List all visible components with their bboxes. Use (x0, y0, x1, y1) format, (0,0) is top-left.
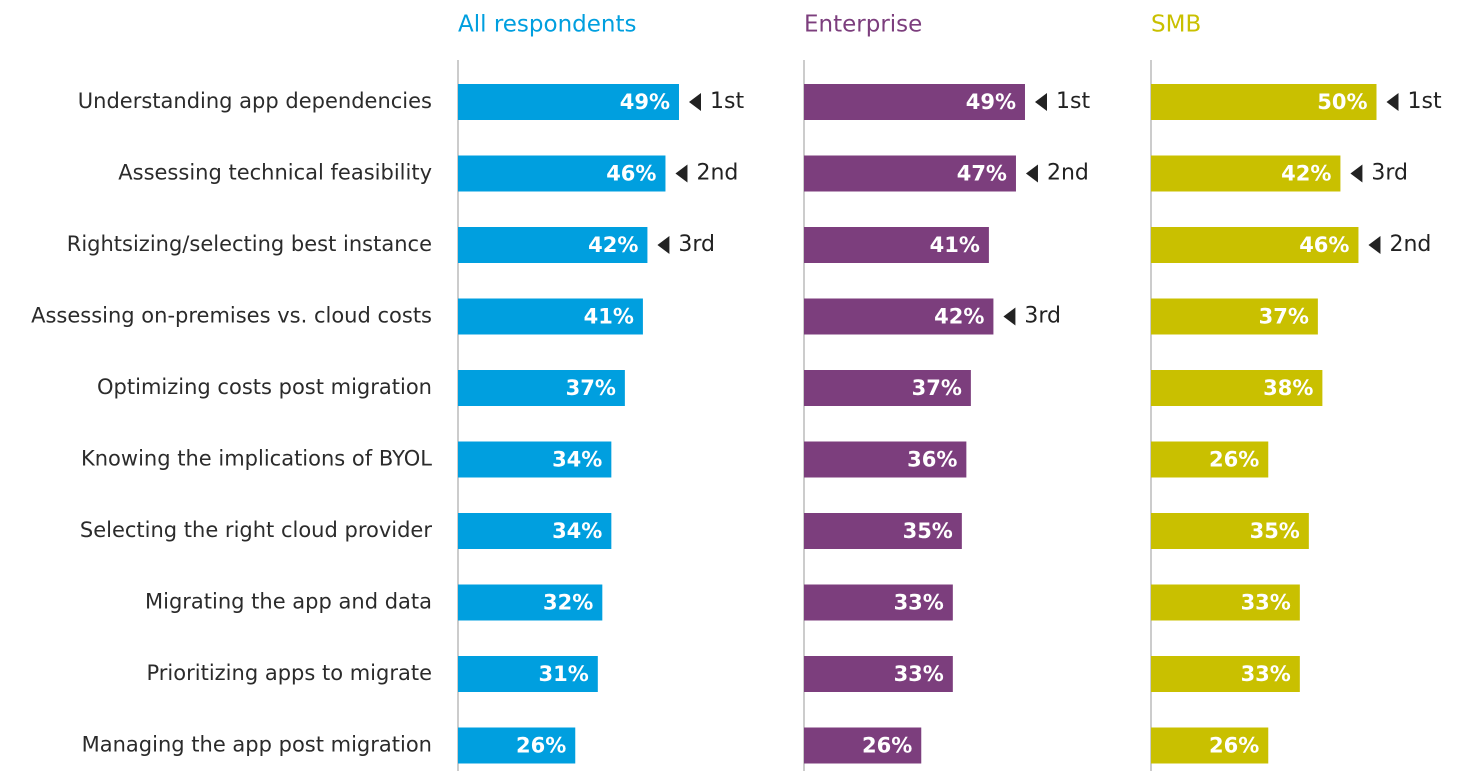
rank-marker (675, 164, 688, 183)
bar (458, 656, 598, 692)
rank-marker (657, 236, 670, 254)
category-label: Rightsizing/selecting best instance (67, 232, 432, 256)
value-label: 41% (930, 233, 980, 257)
rank-label: 2nd (1389, 232, 1431, 257)
bar (1151, 513, 1309, 549)
bar (458, 441, 612, 478)
rank-label: 3rd (678, 232, 715, 257)
value-label: 26% (862, 734, 912, 758)
bar (458, 84, 679, 120)
value-label: 37% (566, 376, 616, 400)
category-label: Selecting the right cloud provider (80, 518, 432, 542)
rank-label: 2nd (696, 161, 738, 186)
bar (804, 84, 1025, 120)
value-label: 34% (552, 519, 602, 543)
bar (1151, 227, 1359, 263)
value-label: 33% (894, 662, 944, 686)
bar (804, 513, 962, 549)
bar (804, 656, 953, 692)
value-label: 26% (1209, 734, 1259, 758)
rank-label: 1st (710, 89, 744, 114)
bar (804, 370, 971, 406)
value-label: 50% (1317, 90, 1367, 114)
value-label: 37% (1259, 305, 1309, 329)
rank-marker (1386, 93, 1399, 111)
category-label: Understanding app dependencies (78, 89, 432, 113)
panel-title: Enterprise (804, 12, 922, 38)
rank-label: 2nd (1047, 161, 1089, 186)
rank-label: 1st (1056, 89, 1090, 114)
bar (458, 727, 576, 764)
category-label: Migrating the app and data (145, 590, 432, 614)
value-label: 49% (620, 90, 670, 114)
rank-marker (1350, 164, 1363, 183)
bar (458, 298, 643, 335)
value-label: 33% (1241, 591, 1291, 615)
value-label: 42% (1281, 162, 1331, 186)
value-label: 37% (912, 376, 962, 400)
bar (804, 298, 994, 335)
panel-title: SMB (1151, 12, 1201, 38)
value-label: 42% (934, 305, 984, 329)
rank-label: 1st (1408, 89, 1442, 114)
bar (804, 227, 989, 263)
category-label: Knowing the implications of BYOL (81, 447, 432, 471)
category-label: Optimizing costs post migration (97, 375, 432, 399)
value-label: 26% (1209, 448, 1259, 472)
value-label: 33% (894, 591, 944, 615)
value-label: 34% (552, 448, 602, 472)
rank-marker (1034, 93, 1047, 111)
bar (804, 727, 922, 764)
value-label: 38% (1263, 376, 1313, 400)
bar (1151, 84, 1377, 120)
rank-marker (1025, 164, 1038, 183)
value-label: 46% (606, 162, 656, 186)
bar (458, 155, 666, 192)
bar (458, 513, 612, 549)
bar (458, 370, 625, 406)
value-label: 42% (588, 233, 638, 257)
value-label: 46% (1299, 233, 1349, 257)
bar (458, 227, 648, 263)
value-label: 36% (907, 448, 957, 472)
bar (1151, 584, 1300, 621)
bar (804, 584, 953, 621)
value-label: 35% (1250, 519, 1300, 543)
bar (1151, 441, 1269, 478)
value-label: 49% (966, 90, 1016, 114)
bar (804, 155, 1016, 192)
rank-marker (1003, 307, 1016, 326)
rank-label: 3rd (1371, 161, 1408, 186)
value-label: 31% (539, 662, 589, 686)
bar (1151, 298, 1318, 335)
rank-label: 3rd (1024, 304, 1061, 329)
bar (1151, 155, 1341, 192)
category-label: Assessing technical feasibility (118, 161, 432, 185)
rank-marker (688, 93, 701, 111)
category-label: Managing the app post migration (82, 733, 432, 757)
panel-title: All respondents (458, 12, 637, 38)
value-label: 32% (543, 591, 593, 615)
value-label: 33% (1241, 662, 1291, 686)
bar (804, 441, 967, 478)
bar (1151, 727, 1269, 764)
category-label: Prioritizing apps to migrate (147, 661, 433, 685)
value-label: 35% (903, 519, 953, 543)
bar (458, 584, 603, 621)
value-label: 41% (584, 305, 634, 329)
value-label: 26% (516, 734, 566, 758)
bar (1151, 656, 1300, 692)
bar (1151, 370, 1323, 406)
rank-marker (1368, 236, 1381, 254)
value-label: 47% (957, 162, 1007, 186)
category-label: Assessing on-premises vs. cloud costs (31, 304, 432, 328)
